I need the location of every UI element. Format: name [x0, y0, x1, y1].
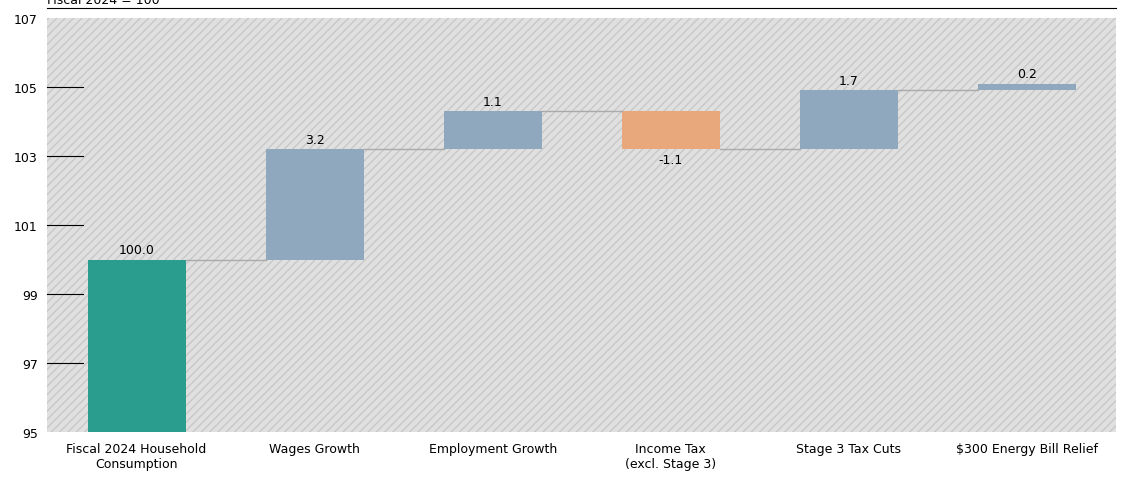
Text: 100.0: 100.0 — [119, 244, 155, 257]
Bar — [266, 150, 364, 260]
Bar — [87, 260, 185, 433]
Bar — [444, 112, 541, 150]
Bar — [622, 112, 720, 150]
Bar — [800, 91, 898, 150]
Text: 1.1: 1.1 — [483, 95, 503, 108]
Text: 1.7: 1.7 — [838, 75, 859, 88]
Bar — [979, 84, 1076, 91]
Text: -1.1: -1.1 — [659, 153, 683, 166]
Text: Fiscal 2024 = 100: Fiscal 2024 = 100 — [47, 0, 160, 7]
Text: 3.2: 3.2 — [305, 134, 324, 146]
Text: 0.2: 0.2 — [1017, 68, 1037, 81]
